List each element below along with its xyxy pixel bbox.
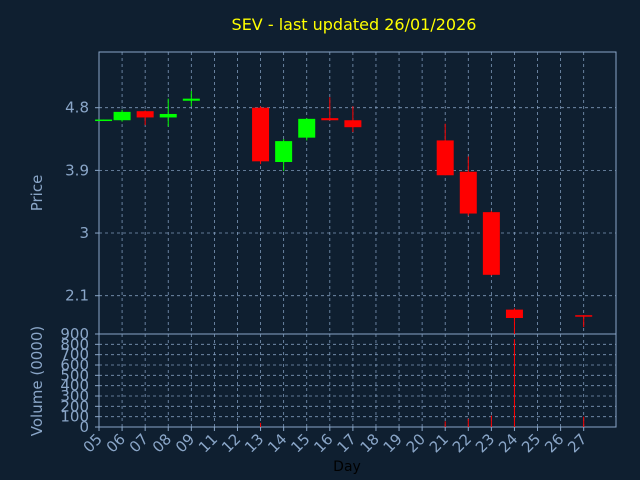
price-tick-label: 4.8 <box>65 99 89 117</box>
candle-12 <box>252 106 270 165</box>
candle-body <box>321 118 339 121</box>
price-y-ticks: 2.1 3 3.9 4.8 <box>65 99 99 305</box>
candle-body <box>113 111 131 121</box>
candle-body <box>252 107 270 162</box>
price-tick-label: 3 <box>79 224 89 242</box>
volume-tick-label: 100 <box>60 408 89 426</box>
candle-body <box>136 111 154 118</box>
price-gridlines <box>98 52 616 334</box>
candle-20 <box>436 123 454 176</box>
candle-21 <box>459 156 477 216</box>
candle-body <box>482 212 500 275</box>
candle-body <box>275 141 293 163</box>
volume-tick-label: 900 <box>60 325 89 343</box>
candles <box>95 90 593 334</box>
chart-title: SEV - last updated 26/01/2026 <box>232 15 477 34</box>
x-ticks: 0506070809111213141516171819202122232425… <box>80 427 591 456</box>
candle-body <box>459 171 477 214</box>
candle-14 <box>298 118 316 141</box>
candle-09 <box>182 90 200 107</box>
volume-gridlines <box>98 333 616 428</box>
candle-23 <box>505 308 523 334</box>
candle-body <box>182 98 200 101</box>
candle-08 <box>159 98 177 127</box>
x-axis-label: Day <box>333 459 361 475</box>
candle-16 <box>344 106 362 133</box>
price-panel-frame <box>98 51 617 335</box>
volume-tick-label: 200 <box>60 397 89 415</box>
price-axis-label: Price <box>28 175 46 212</box>
candle-body <box>298 118 316 138</box>
candle-06 <box>113 109 131 122</box>
candle-body <box>344 120 362 128</box>
volume-tick-label: 800 <box>60 335 89 353</box>
candle-body <box>505 309 523 318</box>
candle-26 <box>575 315 593 328</box>
volume-axis-label: Volume (0000) <box>28 326 46 436</box>
volume-tick-label: 600 <box>60 356 89 374</box>
volume-tick-label: 500 <box>60 366 89 384</box>
volume-tick-label: 400 <box>60 377 89 395</box>
candle-22 <box>482 210 500 276</box>
price-tick-label: 3.9 <box>65 161 89 179</box>
price-tick-label: 2.1 <box>65 287 89 305</box>
candle-body <box>159 113 177 118</box>
candle-07 <box>136 110 154 126</box>
candle-body <box>575 315 593 317</box>
candle-15 <box>321 97 339 121</box>
volume-tick-label: 700 <box>60 346 89 364</box>
candle-body <box>436 140 454 176</box>
candle-13 <box>275 139 293 172</box>
volume-tick-label: 300 <box>60 387 89 405</box>
candle-body <box>95 119 113 122</box>
x-tick-label: 27 <box>564 430 590 456</box>
candle-05 <box>95 119 113 122</box>
volume-panel-frame <box>98 333 617 428</box>
volume-tick-label: 0 <box>79 418 89 436</box>
volume-bars <box>260 339 585 427</box>
